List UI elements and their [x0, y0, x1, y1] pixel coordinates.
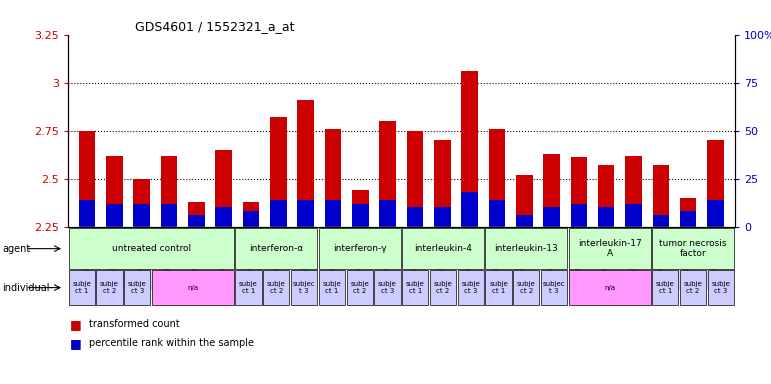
- Text: subjec
t 3: subjec t 3: [543, 281, 565, 294]
- Text: subje
ct 1: subje ct 1: [322, 281, 342, 294]
- Bar: [325, 129, 342, 227]
- Text: subje
ct 3: subje ct 3: [128, 281, 146, 294]
- Bar: [653, 165, 669, 227]
- Text: subje
ct 1: subje ct 1: [406, 281, 425, 294]
- Text: subje
ct 3: subje ct 3: [461, 281, 480, 294]
- Bar: [215, 150, 232, 227]
- Bar: [489, 129, 505, 227]
- Bar: [379, 121, 396, 227]
- Text: agent: agent: [2, 243, 31, 254]
- Text: tumor necrosis
factor: tumor necrosis factor: [659, 239, 727, 258]
- Bar: [243, 202, 259, 227]
- Bar: [598, 165, 614, 227]
- Text: percentile rank within the sample: percentile rank within the sample: [89, 338, 254, 348]
- Text: subje
ct 3: subje ct 3: [378, 281, 397, 294]
- Text: subje
ct 2: subje ct 2: [433, 281, 453, 294]
- Bar: [434, 207, 450, 227]
- Bar: [434, 140, 450, 227]
- Bar: [625, 204, 641, 227]
- Text: subje
ct 1: subje ct 1: [489, 281, 508, 294]
- Text: subje
ct 1: subje ct 1: [239, 281, 258, 294]
- Text: subje
ct 2: subje ct 2: [684, 281, 702, 294]
- Text: interleukin-13: interleukin-13: [494, 244, 558, 253]
- Bar: [243, 211, 259, 227]
- Bar: [708, 140, 724, 227]
- Text: individual: individual: [2, 283, 50, 293]
- Bar: [298, 200, 314, 227]
- Bar: [133, 204, 150, 227]
- Bar: [161, 204, 177, 227]
- Text: n/a: n/a: [604, 285, 615, 291]
- Text: interleukin-17
A: interleukin-17 A: [577, 239, 641, 258]
- Bar: [461, 71, 478, 227]
- Text: GDS4601 / 1552321_a_at: GDS4601 / 1552321_a_at: [134, 20, 294, 33]
- Bar: [379, 200, 396, 227]
- Bar: [516, 175, 533, 227]
- Bar: [298, 100, 314, 227]
- Bar: [625, 156, 641, 227]
- Text: subje
ct 2: subje ct 2: [350, 281, 369, 294]
- Text: n/a: n/a: [187, 285, 198, 291]
- Bar: [270, 200, 287, 227]
- Text: ■: ■: [69, 318, 81, 331]
- Bar: [106, 204, 123, 227]
- Bar: [188, 202, 204, 227]
- Text: interleukin-4: interleukin-4: [414, 244, 472, 253]
- Bar: [352, 190, 369, 227]
- Bar: [461, 192, 478, 227]
- Bar: [653, 215, 669, 227]
- Bar: [106, 156, 123, 227]
- Text: untreated control: untreated control: [112, 244, 190, 253]
- Text: transformed count: transformed count: [89, 319, 180, 329]
- Bar: [680, 211, 696, 227]
- Text: subjec
t 3: subjec t 3: [293, 281, 315, 294]
- Bar: [598, 207, 614, 227]
- Bar: [680, 198, 696, 227]
- Bar: [215, 207, 232, 227]
- Text: interferon-α: interferon-α: [249, 244, 303, 253]
- Bar: [516, 215, 533, 227]
- Bar: [188, 215, 204, 227]
- Bar: [407, 207, 423, 227]
- Text: ■: ■: [69, 337, 81, 350]
- Bar: [407, 131, 423, 227]
- Bar: [489, 200, 505, 227]
- Bar: [544, 207, 560, 227]
- Bar: [133, 179, 150, 227]
- Text: subje
ct 2: subje ct 2: [267, 281, 285, 294]
- Bar: [708, 200, 724, 227]
- Bar: [544, 154, 560, 227]
- Text: subje
ct 2: subje ct 2: [100, 281, 119, 294]
- Bar: [352, 204, 369, 227]
- Bar: [79, 131, 95, 227]
- Bar: [571, 204, 588, 227]
- Text: subje
ct 1: subje ct 1: [656, 281, 675, 294]
- Bar: [79, 200, 95, 227]
- Text: subje
ct 3: subje ct 3: [712, 281, 730, 294]
- Bar: [161, 156, 177, 227]
- Text: subje
ct 2: subje ct 2: [517, 281, 536, 294]
- Bar: [325, 200, 342, 227]
- Bar: [270, 117, 287, 227]
- Text: subje
ct 1: subje ct 1: [72, 281, 91, 294]
- Text: interferon-γ: interferon-γ: [333, 244, 386, 253]
- Bar: [571, 157, 588, 227]
